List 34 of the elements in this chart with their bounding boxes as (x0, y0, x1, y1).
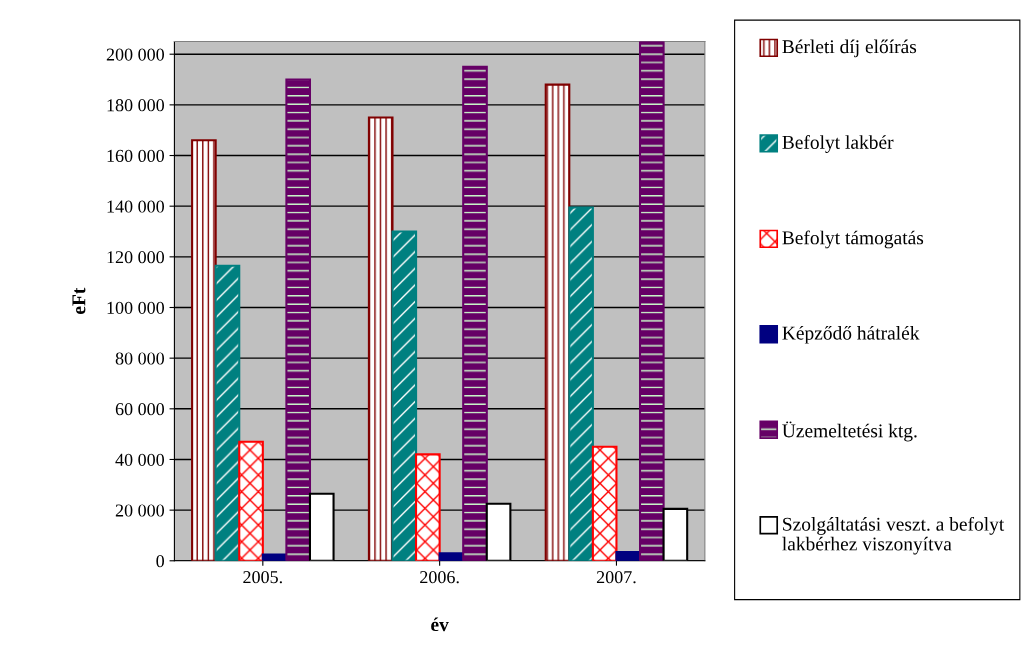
y-tick-label: 60 000 (115, 403, 165, 416)
bar (591, 445, 618, 561)
legend-label: Befolyt támogatás (782, 230, 924, 249)
bar (367, 116, 394, 561)
y-tick-label: 40 000 (115, 453, 165, 466)
y-tick-label: 20 000 (115, 504, 165, 517)
y-tick-label: 180 000 (107, 99, 165, 112)
y-tick-label: 120 000 (107, 251, 165, 264)
bar (285, 78, 312, 561)
y-axis-title: eFt (72, 287, 86, 314)
y-tick-label: 200 000 (106, 48, 165, 61)
legend-label: Szolgáltatási veszt. a befolyt lakbérhez viszonyítva (782, 516, 1005, 555)
x-axis-title: év (431, 617, 449, 632)
bar (238, 440, 264, 561)
bar (191, 139, 217, 561)
bar (415, 453, 441, 561)
bar (214, 264, 241, 561)
y-tick-label: 100 000 (107, 301, 165, 314)
legend-label: Üzemeltetési ktg. (782, 421, 917, 442)
legend-label: Képződő hátralék (782, 325, 920, 344)
x-tick-label: 2005. (243, 571, 282, 584)
legend-label: Befolyt lakbér (782, 135, 894, 153)
y-tick-label: 80 000 (115, 352, 165, 365)
bar (391, 230, 418, 561)
bar (568, 206, 594, 561)
x-tick-label: 2006. (420, 571, 459, 584)
y-tick-label: 0 (156, 555, 165, 568)
legend-label: Bérleti díj előírás (782, 39, 917, 58)
bar (462, 65, 488, 561)
bar (544, 83, 571, 561)
x-tick-label: 2007. (596, 571, 636, 584)
y-tick-label: 160 000 (107, 149, 165, 162)
y-tick-label: 140 000 (107, 200, 165, 213)
bar (638, 41, 665, 561)
